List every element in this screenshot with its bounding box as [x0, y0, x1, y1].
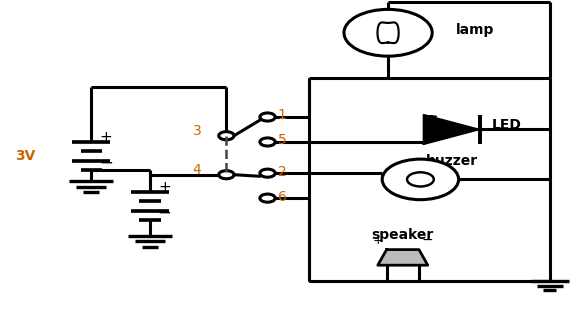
Text: −: −	[422, 233, 433, 247]
Circle shape	[260, 138, 275, 146]
Text: 1: 1	[278, 109, 287, 122]
Text: −: −	[99, 153, 113, 171]
Circle shape	[260, 169, 275, 177]
Text: −: −	[158, 203, 172, 221]
Circle shape	[219, 171, 234, 179]
Text: 6: 6	[278, 190, 287, 203]
Circle shape	[260, 113, 275, 121]
Text: 2: 2	[278, 165, 286, 178]
Text: 4: 4	[193, 163, 201, 177]
Circle shape	[407, 172, 434, 187]
Text: speaker: speaker	[372, 228, 434, 242]
Polygon shape	[423, 115, 480, 144]
Text: +: +	[158, 180, 171, 195]
Text: LED: LED	[492, 118, 522, 132]
Text: buzzer: buzzer	[426, 154, 477, 168]
Circle shape	[219, 132, 234, 140]
Text: +: +	[373, 234, 384, 247]
Circle shape	[260, 194, 275, 202]
Text: lamp: lamp	[456, 23, 494, 37]
Circle shape	[344, 9, 432, 56]
Text: 3: 3	[193, 124, 201, 138]
Polygon shape	[377, 250, 428, 265]
Text: 5: 5	[278, 134, 286, 147]
Circle shape	[382, 159, 459, 200]
Text: 3V: 3V	[15, 149, 35, 163]
Text: +: +	[99, 130, 112, 145]
